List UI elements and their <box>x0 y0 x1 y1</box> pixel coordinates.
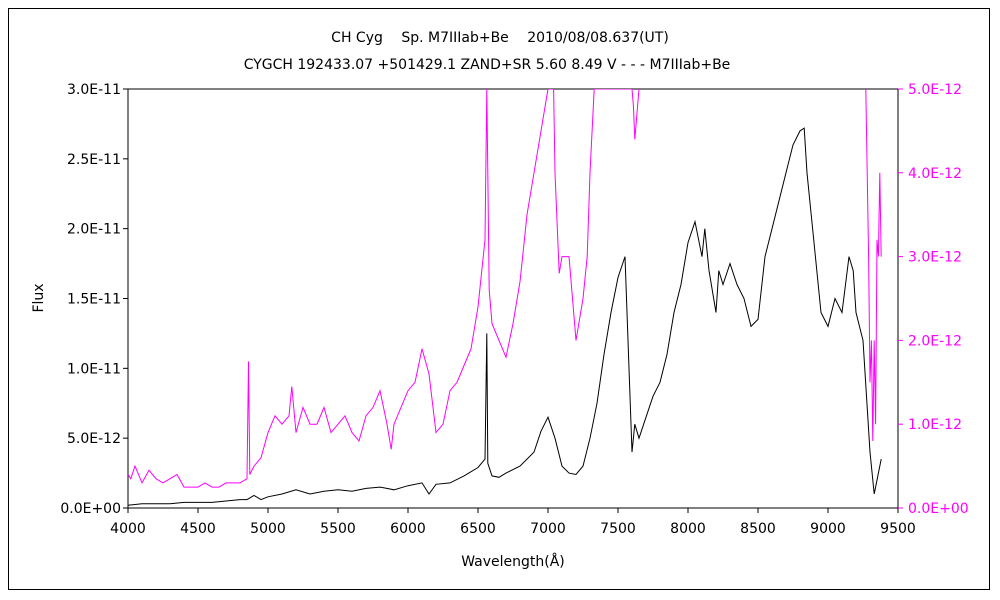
series-line-1 <box>128 89 640 488</box>
y-tick-label: 2.0E-11 <box>67 222 121 238</box>
chart-subtitle: CYGCH 192433.07 +501429.1 ZAND+SR 5.60 8… <box>244 57 731 73</box>
x-tick-label: 9000 <box>810 521 846 537</box>
x-tick-label: 7500 <box>600 521 636 537</box>
y-tick-label: 2.5E-11 <box>67 152 121 168</box>
y2-tick-label: 5.0E-12 <box>908 82 962 98</box>
x-tick-label: 5500 <box>320 521 356 537</box>
plot-area <box>127 88 899 509</box>
x-tick-label: 8500 <box>740 521 776 537</box>
y2-tick-label: 0.0E+00 <box>908 501 969 517</box>
x-axis-label: Wavelength(Å) <box>461 553 565 570</box>
y-tick-label: 5.0E-12 <box>67 431 121 447</box>
x-tick-label: 4000 <box>110 521 146 537</box>
x-tick-label: 7000 <box>530 521 566 537</box>
axis-layer: 4000 4500 5000 5500 6000 6500 7000 7500 8000 8500… <box>60 82 968 537</box>
y-tick-label: 0.0E+00 <box>60 501 121 517</box>
series-line-0 <box>128 127 882 506</box>
x-tick-label: 9500 <box>880 521 916 537</box>
y-axis-label: Flux <box>31 283 47 312</box>
y2-tick-label: 4.0E-12 <box>908 166 962 182</box>
y2-tick-label: 2.0E-12 <box>908 333 962 349</box>
x-tick-label: 8000 <box>670 521 706 537</box>
chart-frame <box>8 8 990 590</box>
x-tick-label: 5000 <box>250 521 286 537</box>
series-line-2 <box>865 89 882 442</box>
x-tick-label: 6000 <box>390 521 426 537</box>
y-tick-label: 3.0E-11 <box>67 82 121 98</box>
y2-tick-label: 3.0E-12 <box>908 250 962 266</box>
x-tick-label: 6500 <box>460 521 496 537</box>
y-tick-label: 1.5E-11 <box>67 292 121 308</box>
y-tick-label: 1.0E-11 <box>67 361 121 377</box>
chart-title: CH Cyg Sp. M7IIIab+Be 2010/08/08.637(UT) <box>331 30 669 46</box>
y2-tick-label: 1.0E-12 <box>908 417 962 433</box>
x-tick-label: 4500 <box>180 521 216 537</box>
series-layer <box>128 89 882 506</box>
